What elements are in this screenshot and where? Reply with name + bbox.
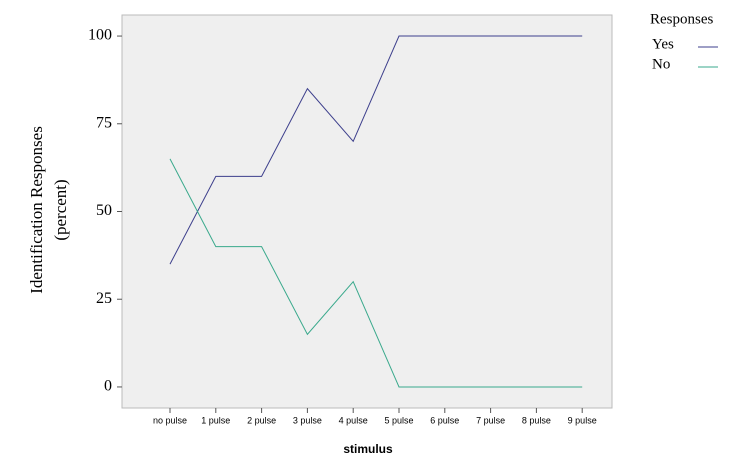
legend-label: No [652, 56, 670, 72]
y-tick-label: 75 [96, 114, 112, 131]
x-tick-label: 8 pulse [522, 415, 551, 425]
y-tick-label: 25 [96, 290, 112, 307]
x-axis-label: stimulus [343, 442, 393, 456]
x-tick-label: 5 pulse [384, 415, 413, 425]
y-tick-label: 100 [88, 27, 112, 44]
x-tick-label: 3 pulse [293, 415, 322, 425]
y-tick-label: 50 [96, 202, 112, 219]
y-axis-label: (percent) [51, 179, 70, 240]
x-tick-label: 7 pulse [476, 415, 505, 425]
chart: stimulus Identification Responses (perce… [0, 0, 750, 457]
x-tick-label: 9 pulse [568, 415, 597, 425]
x-tick-label: 2 pulse [247, 415, 276, 425]
y-tick-label: 0 [104, 378, 112, 395]
legend-label: Yes [652, 36, 674, 52]
x-tick-label: 1 pulse [201, 415, 230, 425]
plot-area [122, 15, 612, 408]
x-tick-label: 6 pulse [430, 415, 459, 425]
legend-title: Responses [650, 11, 713, 27]
x-tick-label: no pulse [153, 415, 187, 425]
y-axis-label: Identification Responses [27, 126, 46, 294]
x-tick-label: 4 pulse [339, 415, 368, 425]
